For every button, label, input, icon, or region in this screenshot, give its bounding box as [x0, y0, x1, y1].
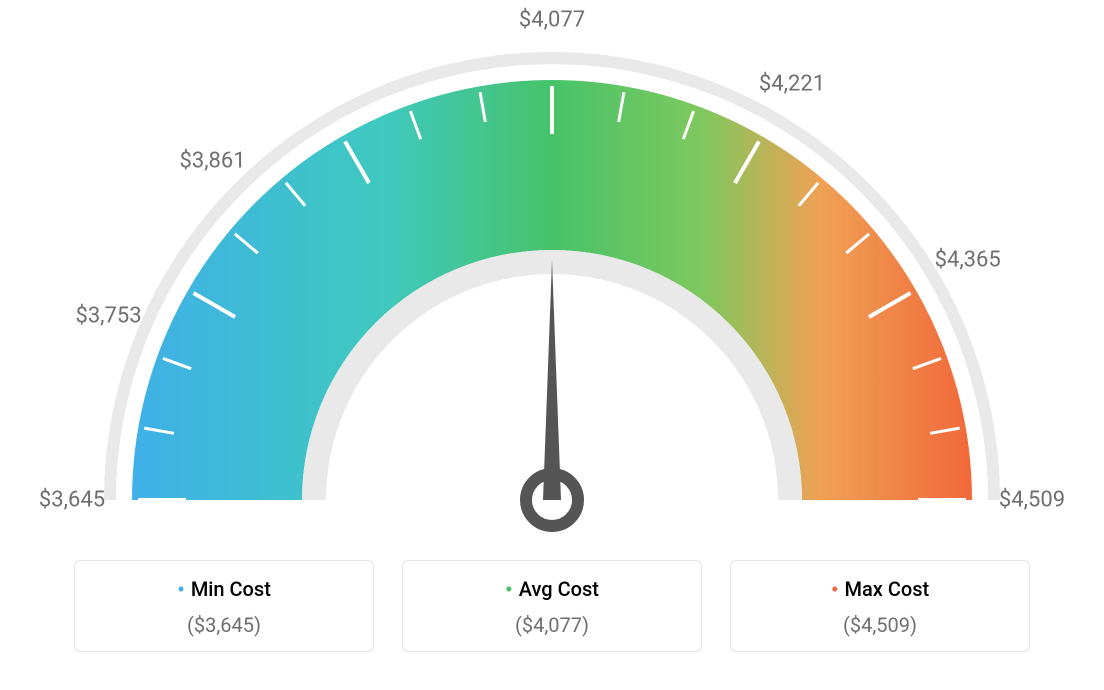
gauge-tick-label: $3,861 — [180, 148, 246, 173]
legend-title-min: •Min Cost — [85, 577, 363, 603]
legend-row: •Min Cost ($3,645) •Avg Cost ($4,077) •M… — [0, 560, 1104, 672]
legend-title-avg-text: Avg Cost — [519, 577, 599, 601]
legend-title-avg: •Avg Cost — [413, 577, 691, 603]
legend-card-avg: •Avg Cost ($4,077) — [402, 560, 702, 652]
gauge-tick-label: $4,077 — [519, 8, 585, 33]
legend-value-min: ($3,645) — [85, 613, 363, 637]
gauge-tick-label: $4,221 — [759, 72, 825, 97]
gauge-tick-label: $3,645 — [39, 488, 105, 513]
gauge-tick-label: $3,753 — [75, 304, 141, 329]
legend-value-max: ($4,509) — [741, 613, 1019, 637]
dot-max: • — [831, 578, 839, 603]
legend-title-max: •Max Cost — [741, 577, 1019, 603]
gauge-tick-label: $4,509 — [999, 488, 1065, 513]
dot-avg: • — [505, 578, 513, 603]
gauge-svg — [0, 0, 1104, 560]
legend-card-min: •Min Cost ($3,645) — [74, 560, 374, 652]
legend-value-avg: ($4,077) — [413, 613, 691, 637]
legend-card-max: •Max Cost ($4,509) — [730, 560, 1030, 652]
dot-min: • — [177, 578, 185, 603]
gauge-chart: $3,645 $3,753 $3,861 $4,077 $4,221 $4,365 $4,5… — [0, 0, 1104, 560]
gauge-tick-label: $4,365 — [935, 248, 1001, 273]
legend-title-max-text: Max Cost — [845, 577, 930, 601]
legend-title-min-text: Min Cost — [191, 577, 271, 601]
